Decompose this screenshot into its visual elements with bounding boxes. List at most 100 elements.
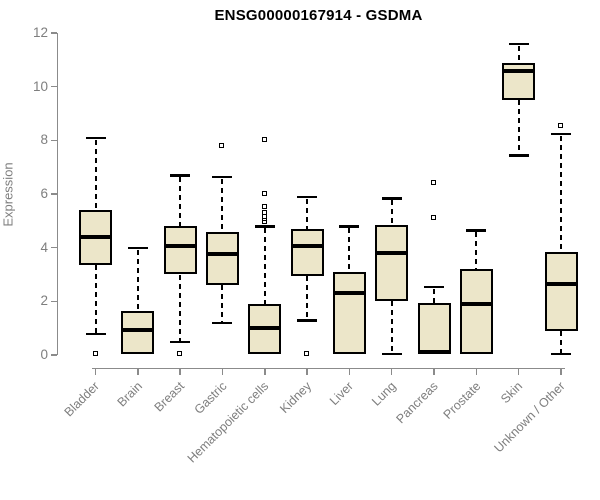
box-whisker-lower — [221, 285, 224, 322]
x-tick — [517, 369, 520, 375]
x-category-label: Gastric — [191, 379, 230, 417]
median-line — [248, 326, 282, 331]
box-whisker-lower — [306, 275, 309, 320]
box-whisker-upper — [517, 45, 520, 63]
y-tick — [50, 32, 57, 34]
whisker-cap — [212, 321, 233, 325]
whisker-cap — [127, 246, 148, 250]
x-tick — [137, 369, 139, 375]
whisker-cap — [424, 285, 445, 289]
whisker-cap — [170, 174, 191, 177]
median-line — [121, 327, 155, 332]
box — [459, 269, 493, 355]
x-tick — [390, 369, 393, 375]
whisker-cap — [508, 154, 529, 157]
median-line — [163, 244, 197, 249]
median-line — [544, 281, 578, 286]
box-whisker-upper — [136, 249, 139, 311]
y-tick-label: 0 — [40, 347, 48, 362]
x-tick — [433, 369, 435, 375]
outlier-square-icon — [177, 350, 183, 356]
x-category-label: Bladder — [62, 379, 103, 420]
whisker-cap — [466, 229, 487, 232]
x-category-label: Pancreas — [393, 379, 441, 427]
x-category-label: Brain — [114, 379, 145, 410]
outlier-square-icon — [558, 122, 564, 128]
whisker-cap — [551, 352, 572, 356]
y-tick-label: 2 — [40, 293, 48, 309]
box-whisker-lower — [390, 301, 393, 353]
box — [163, 226, 197, 275]
whisker-cap — [297, 319, 318, 322]
box-whisker-upper — [390, 200, 393, 225]
x-category-label: Kidney — [277, 379, 315, 416]
whisker-cap — [381, 352, 402, 356]
outlier-square-icon — [431, 180, 437, 186]
x-category-label: Hematopoietic cells — [185, 379, 272, 466]
x-category-label: Prostate — [440, 379, 484, 422]
box-whisker-upper — [179, 177, 182, 227]
whisker-cap — [85, 136, 106, 140]
whisker-cap — [551, 132, 572, 136]
y-tick — [50, 193, 57, 195]
outlier-square-icon — [261, 137, 267, 143]
box-whisker-lower — [179, 274, 182, 341]
whisker-cap — [381, 197, 402, 200]
whisker-cap — [254, 225, 275, 228]
x-tick — [306, 369, 308, 375]
box — [332, 271, 366, 355]
outlier-square-icon — [92, 350, 98, 356]
median-line — [459, 302, 493, 307]
x-tick — [94, 369, 97, 375]
box-whisker-upper — [94, 139, 97, 211]
outlier-square-icon — [261, 204, 267, 210]
y-tick — [50, 139, 57, 142]
median-line — [375, 251, 409, 256]
outlier-square-icon — [261, 191, 267, 196]
x-tick — [475, 369, 478, 375]
y-tick — [50, 246, 57, 249]
box — [290, 228, 324, 276]
box — [121, 310, 155, 354]
x-category-label: Liver — [327, 379, 357, 409]
y-tick-label: 4 — [40, 239, 48, 255]
x-tick — [179, 369, 181, 375]
y-tick — [50, 354, 57, 356]
whisker-cap — [85, 332, 106, 336]
whisker-cap — [212, 175, 233, 179]
x-tick — [264, 369, 266, 375]
whisker-cap — [508, 42, 529, 46]
x-tick — [348, 369, 351, 375]
outlier-square-icon — [304, 350, 310, 356]
box-whisker-upper — [475, 232, 478, 270]
box — [544, 251, 578, 331]
x-category-label: Skin — [498, 379, 526, 407]
box-whisker-lower — [560, 330, 563, 353]
x-category-label: Lung — [369, 379, 399, 409]
outlier-square-icon — [219, 142, 225, 148]
box-whisker-lower — [94, 265, 97, 333]
x-tick — [221, 369, 224, 375]
box-whisker-lower — [517, 100, 520, 155]
box — [375, 224, 409, 302]
median-line — [332, 291, 366, 296]
outlier-square-icon — [261, 209, 267, 215]
median-line — [205, 252, 239, 257]
median-line — [79, 234, 112, 239]
box — [417, 302, 451, 355]
x-category-label: Breast — [151, 379, 188, 415]
median-line — [290, 244, 324, 249]
y-tick-label: 6 — [40, 186, 48, 201]
chart-title: ENSG00000167914 - GSDMA — [214, 7, 423, 24]
y-tick — [50, 300, 57, 303]
y-tick-label: 12 — [32, 25, 48, 40]
outlier-square-icon — [431, 215, 437, 221]
median-line — [417, 350, 451, 355]
x-tick — [560, 369, 562, 375]
median-line — [502, 68, 536, 73]
box-whisker-upper — [306, 198, 309, 229]
x-axis-line — [91, 367, 566, 369]
y-tick-label: 10 — [32, 78, 48, 94]
box-whisker-upper — [560, 135, 563, 252]
